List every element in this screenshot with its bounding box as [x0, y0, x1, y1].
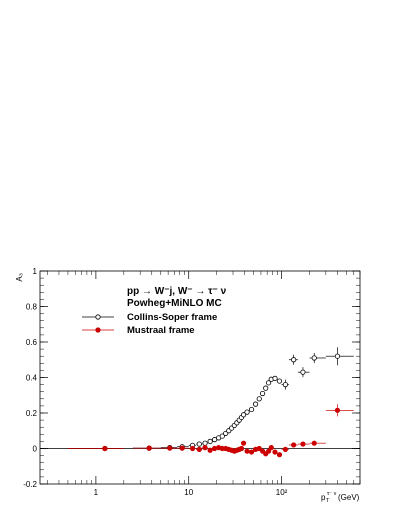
data-point — [189, 445, 196, 452]
y-tick-label: 0.6 — [26, 338, 38, 347]
data-point — [238, 445, 245, 452]
data-point — [311, 440, 317, 446]
data-point — [311, 355, 317, 361]
data-point — [334, 353, 341, 359]
y-axis-title: A₃ — [15, 273, 24, 282]
legend: pp → W⁻j, W⁻ → τ⁻ ν Powheg+MiNLO MC Coll… — [82, 286, 227, 336]
data-point — [244, 409, 250, 415]
x-axis-title-sup: τ⁻ ν — [327, 491, 337, 497]
data-point — [272, 375, 278, 381]
x-axis-title: p T τ⁻ ν (GeV) — [321, 491, 360, 504]
y-tick-label: 0 — [33, 445, 38, 454]
x-axis-title-sub: T — [326, 498, 330, 504]
legend-header-process: pp → W⁻j, W⁻ → τ⁻ ν — [127, 286, 227, 297]
data-point — [256, 396, 262, 402]
series-mustraal — [67, 404, 354, 458]
legend-mu-marker — [95, 327, 101, 333]
data-point — [334, 407, 341, 413]
data-point — [196, 441, 202, 447]
data-point — [265, 448, 272, 454]
data-point — [252, 401, 259, 407]
y-tick-label: 0.4 — [26, 374, 38, 383]
data-point — [207, 447, 213, 453]
data-point — [196, 446, 202, 452]
data-point — [248, 449, 255, 455]
data-point — [202, 445, 208, 451]
legend-mu-label: Mustraal frame — [127, 325, 195, 336]
data-point — [282, 381, 288, 388]
data-point — [219, 433, 225, 439]
data-point — [240, 440, 247, 446]
data-point — [202, 440, 208, 446]
legend-cs-label: Collins-Soper frame — [127, 312, 217, 323]
data-point — [276, 378, 283, 384]
data-point — [248, 406, 255, 413]
legend-header-generator: Powheg+MiNLO MC — [127, 298, 222, 309]
y-tick-label: 1 — [33, 267, 38, 276]
data-point — [179, 445, 185, 451]
data-point — [263, 385, 269, 391]
data-point — [300, 369, 306, 375]
data-point — [291, 357, 297, 363]
x-tick-label: 10² — [276, 488, 288, 497]
data-point — [146, 445, 152, 451]
data-point — [291, 442, 297, 448]
legend-cs-marker — [95, 314, 101, 320]
x-axis-title-unit: (GeV) — [338, 493, 360, 502]
data-point — [276, 452, 283, 458]
data-point — [256, 445, 262, 452]
x-tick-label: 10 — [184, 488, 193, 497]
data-point — [300, 441, 306, 447]
y-tick-label: -0.2 — [23, 480, 37, 489]
data-point — [207, 438, 213, 444]
data-point — [167, 445, 173, 451]
x-tick-label: 1 — [94, 488, 99, 497]
x-axis-title-main: p — [321, 493, 326, 502]
y-tick-label: 0.2 — [26, 409, 38, 418]
data-point — [102, 445, 108, 452]
data-point — [282, 446, 288, 452]
y-tick-label: 0.8 — [26, 303, 38, 312]
data-point — [268, 445, 274, 451]
data-point — [265, 380, 272, 386]
data-point — [240, 412, 247, 418]
data-point — [260, 390, 266, 397]
data-point — [272, 449, 278, 455]
data-point — [244, 448, 250, 454]
